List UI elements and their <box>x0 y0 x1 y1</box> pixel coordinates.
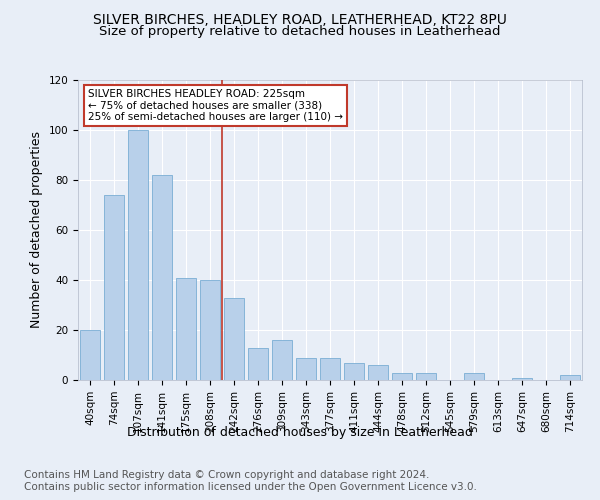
Bar <box>344 362 364 380</box>
Bar <box>176 278 196 380</box>
Bar <box>80 330 100 380</box>
Bar <box>104 195 124 380</box>
Bar <box>464 372 484 380</box>
Text: SILVER BIRCHES, HEADLEY ROAD, LEATHERHEAD, KT22 8PU: SILVER BIRCHES, HEADLEY ROAD, LEATHERHEA… <box>93 12 507 26</box>
Bar <box>416 372 436 380</box>
Text: SILVER BIRCHES HEADLEY ROAD: 225sqm
← 75% of detached houses are smaller (338)
2: SILVER BIRCHES HEADLEY ROAD: 225sqm ← 75… <box>88 89 343 122</box>
Bar <box>296 358 316 380</box>
Bar <box>368 365 388 380</box>
Bar <box>200 280 220 380</box>
Bar <box>224 298 244 380</box>
Bar <box>392 372 412 380</box>
Text: Distribution of detached houses by size in Leatherhead: Distribution of detached houses by size … <box>127 426 473 439</box>
Y-axis label: Number of detached properties: Number of detached properties <box>30 132 43 328</box>
Bar <box>248 348 268 380</box>
Bar <box>152 175 172 380</box>
Bar <box>128 130 148 380</box>
Text: Size of property relative to detached houses in Leatherhead: Size of property relative to detached ho… <box>99 25 501 38</box>
Bar <box>272 340 292 380</box>
Bar <box>512 378 532 380</box>
Bar <box>320 358 340 380</box>
Bar <box>560 375 580 380</box>
Text: Contains HM Land Registry data © Crown copyright and database right 2024.
Contai: Contains HM Land Registry data © Crown c… <box>24 470 477 492</box>
